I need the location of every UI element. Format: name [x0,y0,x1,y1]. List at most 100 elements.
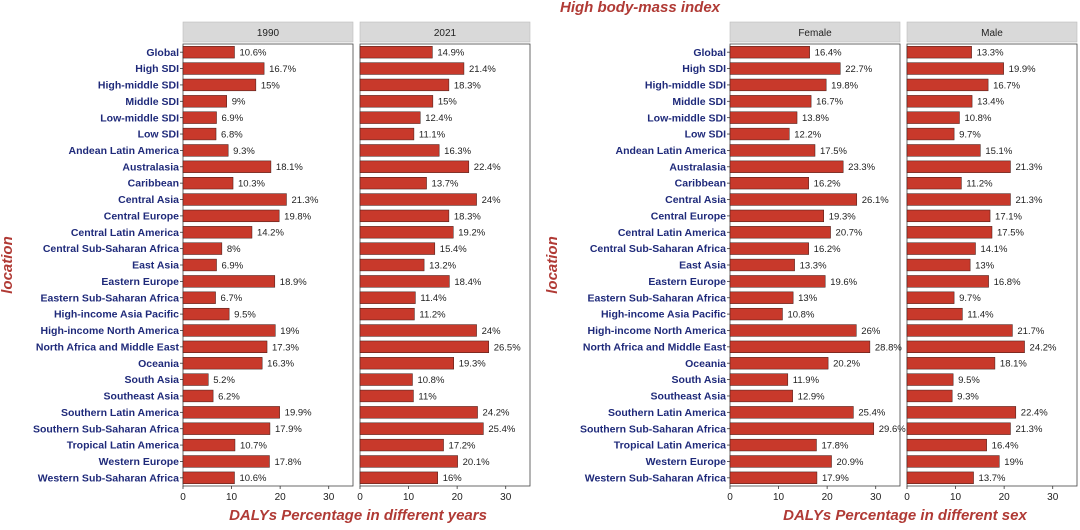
data-label: 13.7% [979,473,1006,484]
data-label: 13.8% [802,113,829,124]
bar [729,307,783,321]
category-label: Andean Latin America [69,145,180,157]
bar [906,438,987,452]
data-label: 20.9% [837,457,864,468]
category-label: High-income Asia Pacific [601,309,726,321]
data-label: 11.1% [419,129,446,140]
chart-title: High body-mass index [560,0,721,16]
category-label: Global [693,47,726,59]
bar [729,62,841,75]
data-label: 16.4% [815,48,842,59]
bar [182,209,280,223]
data-label: 17.9% [275,424,302,435]
bar [359,242,436,255]
data-label: 26.1% [862,195,889,206]
bar [729,46,810,59]
data-label: 6.7% [221,293,243,304]
bar [906,471,974,484]
category-label: Low SDI [138,129,179,141]
x-axis-label: DALYs Percentage in different years [229,507,487,524]
category-label: Andean Latin America [616,145,727,157]
data-label: 16.8% [994,277,1021,288]
data-label: 13% [798,293,818,304]
data-label: 19.3% [459,359,486,370]
x-tick-label: 10 [950,492,962,503]
bar [906,177,962,190]
bar [359,95,434,108]
category-label: Caribbean [675,178,726,190]
data-label: 10.6% [239,473,266,484]
data-label: 16.3% [444,146,471,157]
data-label: 16% [443,473,463,484]
data-label: 21.3% [1015,424,1042,435]
data-label: 6.9% [222,260,244,271]
category-label: High-middle SDI [645,80,726,92]
bar [359,160,470,173]
bar [182,95,227,108]
category-label: Central Asia [665,194,726,206]
bar [359,127,415,141]
data-label: 9.5% [958,375,980,386]
bar [906,275,989,288]
bar [182,111,217,124]
category-label: Central Europe [651,210,726,222]
data-label: 22.7% [845,64,872,75]
bar [359,307,415,321]
data-label: 11.4% [420,293,447,304]
bar [906,307,963,321]
data-label: 16.7% [816,97,843,108]
data-label: 10.8% [787,310,814,321]
x-tick-label: 10 [226,492,238,503]
data-label: 15% [261,80,281,91]
data-label: 16.3% [267,359,294,370]
bar [729,291,794,304]
x-tick-label: 20 [999,492,1011,503]
data-label: 8% [227,244,241,255]
category-label: High-income North America [41,325,180,337]
bar [906,340,1025,353]
bar [906,95,973,108]
category-label: Tropical Latin America [67,440,179,452]
x-tick-label: 30 [500,492,512,503]
bar [729,373,789,386]
bar [182,127,217,141]
data-label: 15.1% [985,146,1012,157]
bar [729,160,844,173]
data-label: 16.2% [814,244,841,255]
data-label: 24% [482,326,502,337]
bar [729,357,829,370]
category-label: High SDI [135,63,179,75]
data-label: 5.2% [213,375,235,386]
data-label: 9.7% [959,293,981,304]
data-label: 13.2% [429,260,456,271]
bar [906,209,991,223]
data-label: 11.9% [793,375,820,386]
bar [906,62,1004,75]
bar [729,275,826,288]
data-label: 16.7% [993,80,1020,91]
bar [182,62,265,75]
x-tick-label: 20 [452,492,464,503]
bar [906,455,1000,468]
bar [182,307,230,321]
bar [906,144,981,157]
data-label: 10.6% [239,48,266,59]
bar [182,242,223,255]
data-label: 17.5% [997,228,1024,239]
bar [182,422,271,435]
data-label: 21.3% [1015,195,1042,206]
bar [906,160,1011,173]
data-label: 10.8% [417,375,444,386]
category-label: Central Europe [104,210,179,222]
data-label: 29.6% [879,424,906,435]
bar [729,389,793,403]
data-label: 13.4% [977,97,1004,108]
data-label: 24.2% [1030,342,1057,353]
category-label: Eastern Europe [101,276,179,288]
category-label: Southeast Asia [651,391,727,403]
bar [906,193,1011,206]
data-label: 13.7% [432,179,459,190]
data-label: 19.8% [831,80,858,91]
bar [906,127,955,141]
